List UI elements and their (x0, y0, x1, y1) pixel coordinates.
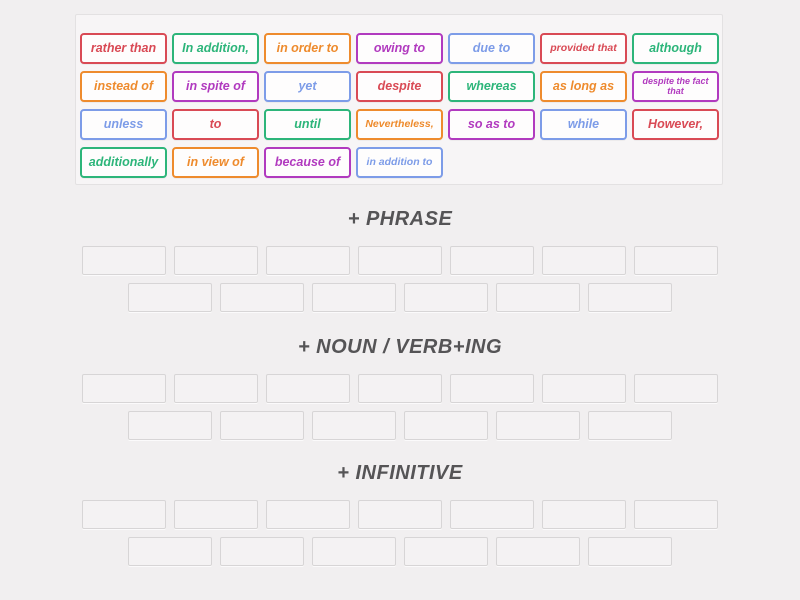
answer-slot[interactable] (128, 537, 212, 566)
answer-slot[interactable] (128, 411, 212, 440)
slot-grid-phrase (0, 246, 800, 312)
answer-slot[interactable] (588, 537, 672, 566)
answer-slot[interactable] (450, 374, 534, 403)
word-tile[interactable]: despite (356, 71, 443, 102)
group-title-phrase: + PHRASE (347, 208, 453, 230)
slot-grid-infinitive (0, 500, 800, 566)
slot-row (0, 500, 800, 529)
section-phrase: + PHRASE (0, 205, 800, 320)
answer-slot[interactable] (312, 283, 396, 312)
answer-slot[interactable] (634, 500, 718, 529)
answer-slot[interactable] (266, 374, 350, 403)
word-tile[interactable]: unless (80, 109, 167, 140)
group-title-noun-verbing: + NOUN / VERB+ING (297, 336, 503, 358)
word-tile[interactable]: in addition to (356, 147, 443, 178)
answer-slot[interactable] (404, 283, 488, 312)
answer-slot[interactable] (174, 500, 258, 529)
word-tile[interactable]: provided that (540, 33, 627, 64)
word-tile[interactable]: Nevertheless, (356, 109, 443, 140)
answer-slot[interactable] (82, 246, 166, 275)
answer-slot[interactable] (312, 411, 396, 440)
answer-slot[interactable] (450, 246, 534, 275)
slot-row (0, 283, 800, 312)
answer-slot[interactable] (542, 246, 626, 275)
word-tile[interactable]: However, (632, 109, 719, 140)
answer-slot[interactable] (266, 246, 350, 275)
word-tray: rather than In addition, in order to owing … (75, 14, 723, 185)
word-tile[interactable]: although (632, 33, 719, 64)
word-tile[interactable]: in view of (172, 147, 259, 178)
answer-slot[interactable] (358, 500, 442, 529)
answer-slot[interactable] (496, 283, 580, 312)
word-tile[interactable]: rather than (80, 33, 167, 64)
answer-slot[interactable] (82, 374, 166, 403)
word-tile[interactable]: until (264, 109, 351, 140)
word-tile[interactable]: yet (264, 71, 351, 102)
answer-slot[interactable] (358, 246, 442, 275)
word-tile[interactable]: owing to (356, 33, 443, 64)
answer-slot[interactable] (542, 500, 626, 529)
slot-grid-noun-verbing (0, 374, 800, 440)
section-infinitive: + INFINITIVE (0, 459, 800, 574)
slot-row (0, 537, 800, 566)
word-tile[interactable]: whereas (448, 71, 535, 102)
group-title-infinitive: + INFINITIVE (337, 462, 463, 484)
word-tile[interactable]: in order to (264, 33, 351, 64)
answer-slot[interactable] (220, 537, 304, 566)
word-tile[interactable]: in spite of (172, 71, 259, 102)
word-tile[interactable]: while (540, 109, 627, 140)
answer-slot[interactable] (266, 500, 350, 529)
answer-slot[interactable] (404, 537, 488, 566)
answer-slot[interactable] (542, 374, 626, 403)
answer-slot[interactable] (450, 500, 534, 529)
answer-slot[interactable] (220, 411, 304, 440)
answer-slot[interactable] (128, 283, 212, 312)
word-tile[interactable]: additionally (80, 147, 167, 178)
section-noun-verbing: + NOUN / VERB+ING (0, 333, 800, 448)
word-tile[interactable]: due to (448, 33, 535, 64)
answer-slot[interactable] (174, 374, 258, 403)
word-tile[interactable]: so as to (448, 109, 535, 140)
answer-slot[interactable] (404, 411, 488, 440)
slot-row (0, 246, 800, 275)
word-tile[interactable]: to (172, 109, 259, 140)
slot-row (0, 411, 800, 440)
answer-slot[interactable] (588, 411, 672, 440)
answer-slot[interactable] (588, 283, 672, 312)
slot-row (0, 374, 800, 403)
word-tile[interactable]: instead of (80, 71, 167, 102)
answer-slot[interactable] (82, 500, 166, 529)
word-tile[interactable]: despite the fact that (632, 71, 719, 102)
answer-slot[interactable] (634, 246, 718, 275)
answer-slot[interactable] (220, 283, 304, 312)
answer-slot[interactable] (634, 374, 718, 403)
answer-slot[interactable] (358, 374, 442, 403)
answer-slot[interactable] (312, 537, 396, 566)
answer-slot[interactable] (496, 411, 580, 440)
answer-slot[interactable] (174, 246, 258, 275)
word-tile[interactable]: as long as (540, 71, 627, 102)
word-tile[interactable]: In addition, (172, 33, 259, 64)
answer-slot[interactable] (496, 537, 580, 566)
word-tile[interactable]: because of (264, 147, 351, 178)
